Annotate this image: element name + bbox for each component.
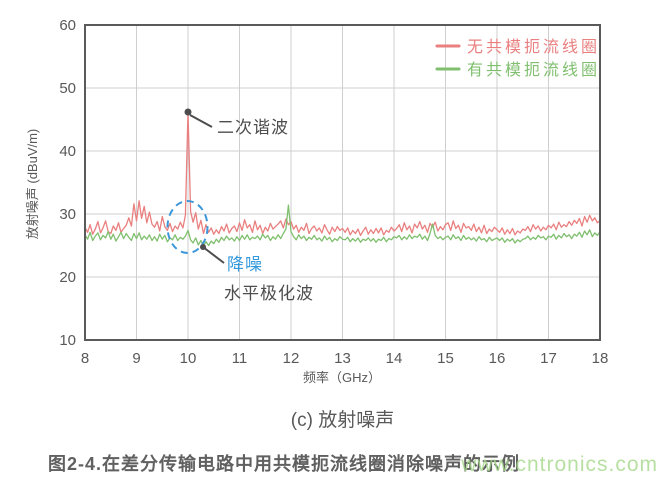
x-tick-label: 16 bbox=[489, 350, 506, 367]
x-tick-label: 14 bbox=[386, 350, 403, 367]
peak-leader-line bbox=[189, 114, 213, 128]
legend-label-no-choke: 无共模扼流线圈 bbox=[467, 38, 600, 56]
series-line-1 bbox=[84, 204, 601, 247]
peak-marker-dot bbox=[184, 108, 192, 116]
x-tick-label: 11 bbox=[232, 350, 248, 367]
figure-caption: 图2-4.在差分传输电路中用共模扼流线圈消除噪声的示例 bbox=[48, 454, 521, 474]
y-tick-label: 50 bbox=[59, 80, 76, 97]
plot-border bbox=[84, 24, 601, 341]
noise-reduction-label: 降噪 bbox=[227, 255, 263, 274]
series-layer bbox=[84, 111, 601, 247]
tick-layer: 8 9 10 11 12 13 14 15 16 17 18 10 20 30 40 50 60 bbox=[59, 17, 608, 367]
second-harmonic-label: 二次谐波 bbox=[217, 118, 289, 137]
x-tick-label: 8 bbox=[81, 350, 89, 367]
series-line-0 bbox=[84, 111, 601, 237]
x-axis-label: 频率（GHz） bbox=[303, 370, 381, 385]
y-tick-label: 10 bbox=[59, 332, 76, 349]
x-tick-label: 13 bbox=[334, 350, 351, 367]
x-tick-label: 9 bbox=[132, 350, 140, 367]
y-tick-label: 20 bbox=[59, 269, 76, 286]
y-axis-label: 放射噪声 (dBuV/m) bbox=[25, 129, 40, 240]
annotation-noise-reduction: 降噪 bbox=[166, 200, 263, 274]
x-tick-label: 15 bbox=[437, 350, 454, 367]
x-tick-label: 10 bbox=[180, 350, 197, 367]
x-tick-label: 17 bbox=[540, 350, 557, 367]
noise-reduction-leader-line bbox=[202, 246, 225, 264]
y-tick-label: 60 bbox=[59, 17, 76, 34]
radiated-noise-chart: 8 9 10 11 12 13 14 15 16 17 18 10 20 30 40 50 60 频率（GHz）… bbox=[25, 17, 608, 385]
chart-subcaption: (c) 放射噪声 bbox=[290, 410, 395, 431]
x-tick-label: 12 bbox=[283, 350, 300, 367]
legend: 无共模扼流线圈 有共模扼流线圈 bbox=[435, 38, 600, 79]
legend-label-with-choke: 有共模扼流线圈 bbox=[467, 61, 600, 79]
y-tick-label: 30 bbox=[59, 206, 76, 223]
noise-reduction-circle bbox=[166, 200, 209, 254]
watermark: www.cntronics.com bbox=[461, 453, 658, 476]
horizontal-polarization-label: 水平极化波 bbox=[224, 284, 314, 303]
annotation-second-harmonic: 二次谐波 bbox=[184, 108, 289, 137]
x-tick-label: 18 bbox=[592, 350, 609, 367]
y-tick-label: 40 bbox=[59, 143, 76, 160]
